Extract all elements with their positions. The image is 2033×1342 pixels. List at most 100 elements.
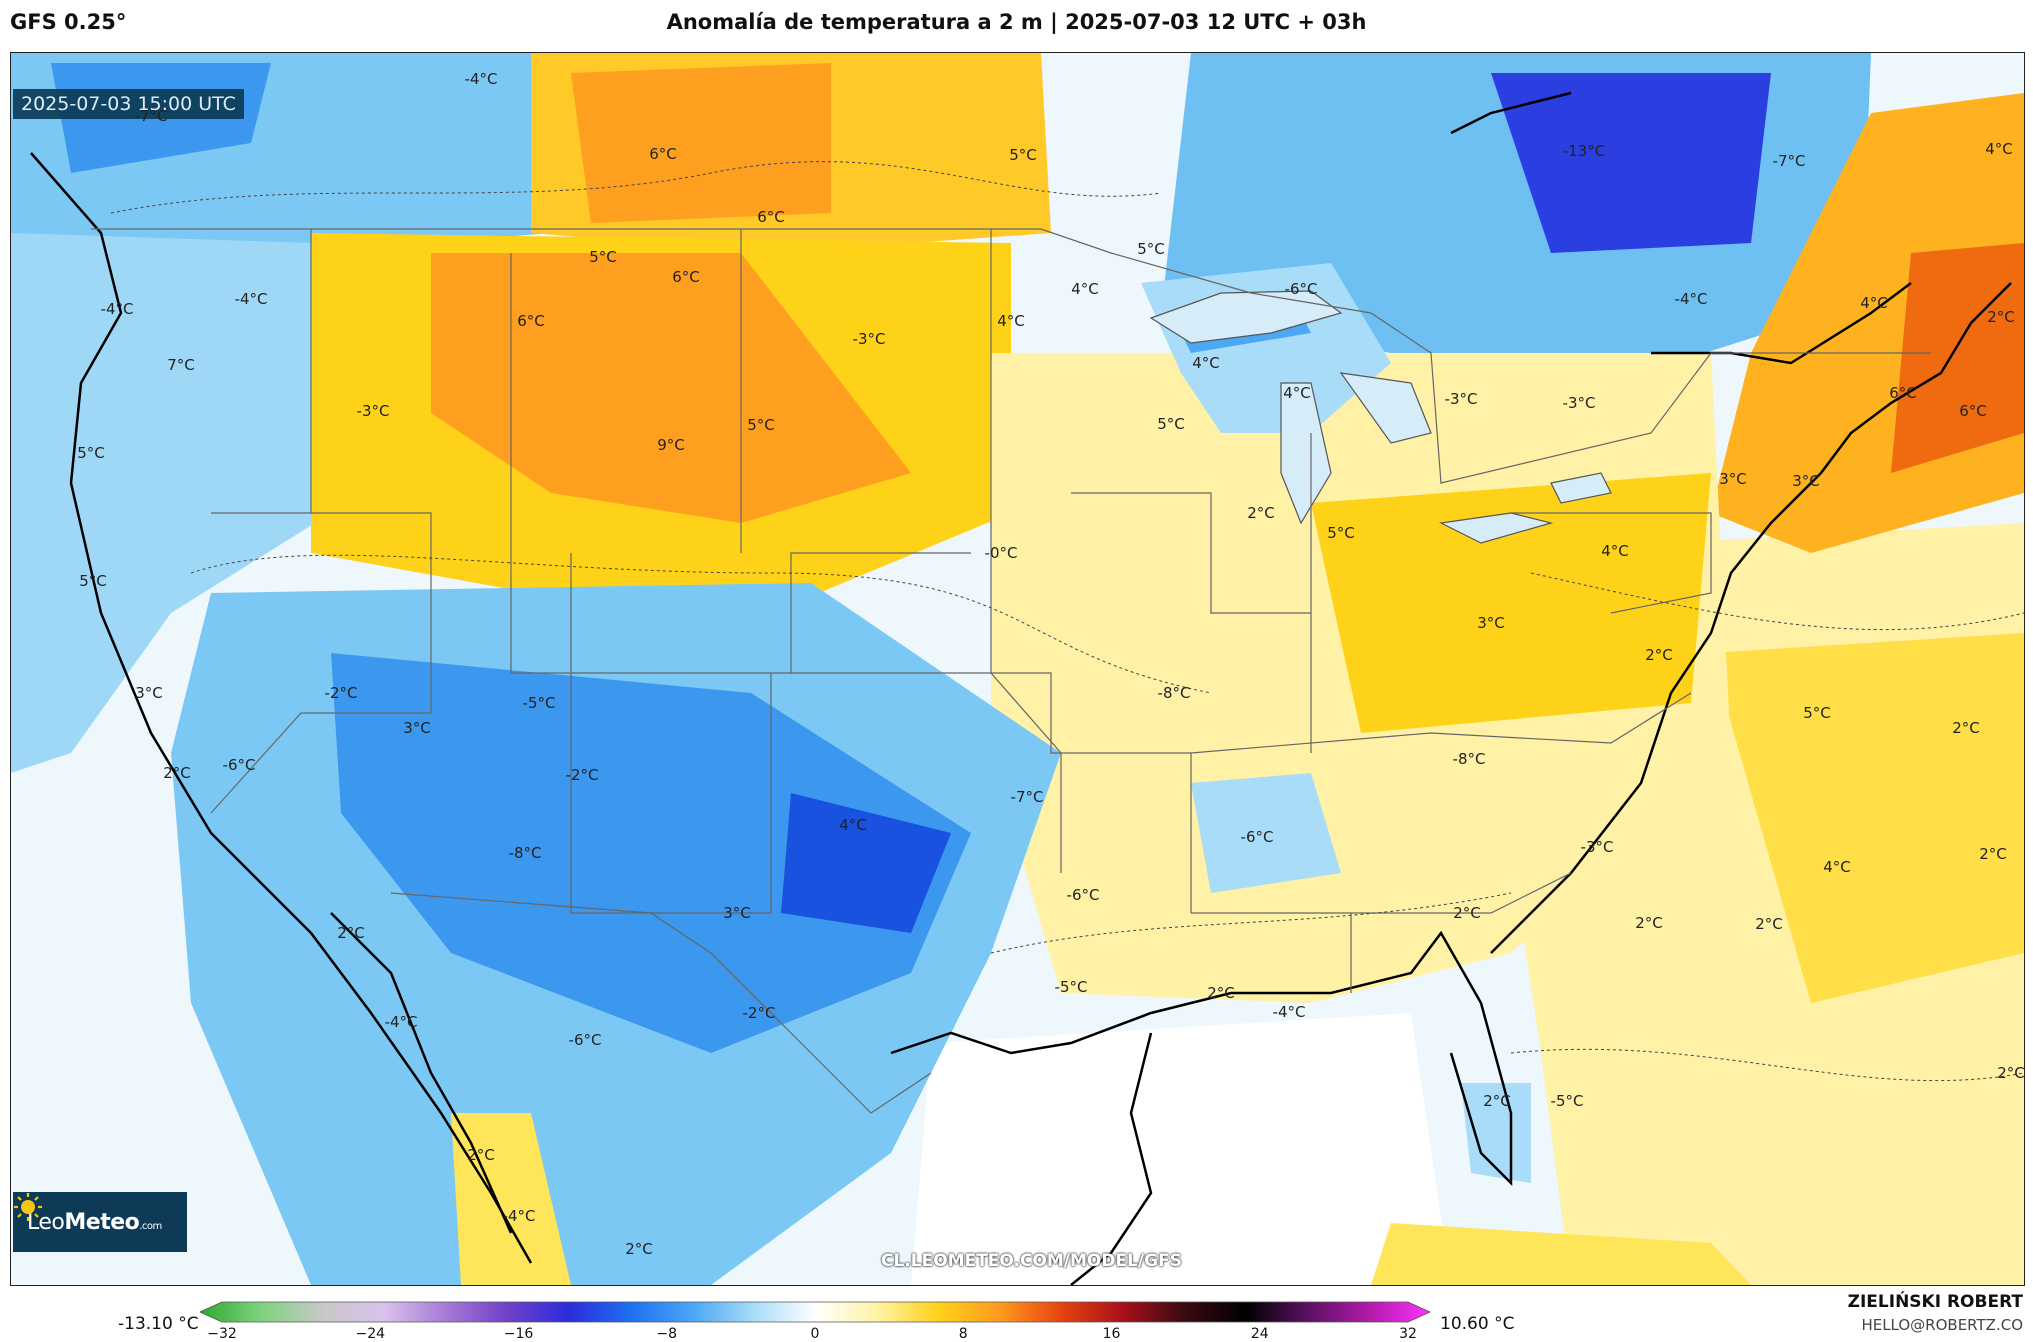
anomaly-label: 2°C (1987, 308, 2015, 326)
anomaly-label: 3°C (723, 904, 751, 922)
anomaly-label: 2°C (1997, 1064, 2025, 1082)
coastlines (30, 91, 2012, 1285)
color-legend: -13.10 °C −32 −24 −16 −8 0 8 16 24 32 10.60 °C (0, 1290, 2033, 1342)
anomaly-label: -7°C (1010, 788, 1044, 806)
valid-time-badge: 2025-07-03 15:00 UTC (13, 89, 244, 119)
anomaly-label: 4°C (1985, 140, 2013, 158)
map-canvas (11, 53, 2024, 1285)
anomaly-label: -8°C (1157, 684, 1191, 702)
anomaly-label: 5°C (1157, 415, 1185, 433)
anomaly-label: -4°C (1674, 290, 1708, 308)
anomaly-label: 3°C (1477, 614, 1505, 632)
mississippi-cold-patch (1191, 773, 1341, 893)
anomaly-label: -7°C (134, 107, 168, 125)
texas-cold-core (781, 793, 951, 933)
anomaly-label: 4°C (1860, 294, 1888, 312)
anomaly-label: 6°C (517, 312, 545, 330)
map-title: Anomalía de temperatura a 2 m | 2025-07-… (666, 10, 1367, 34)
legend-tick-label: −16 (503, 1326, 534, 1342)
legend-color-bar (200, 1301, 1430, 1323)
anomaly-label: -3°C (1444, 390, 1478, 408)
anomaly-label: 3°C (135, 684, 163, 702)
anomaly-label: 4°C (997, 312, 1025, 330)
author-email: HELLO@ROBERTZ.CO (1861, 1316, 2023, 1334)
anomaly-label: -2°C (324, 684, 358, 702)
anomaly-label: -8°C (1452, 750, 1486, 768)
northern-plains-warm-core (431, 253, 911, 523)
author-credit: ZIELIŃSKI ROBERT (1847, 1292, 2023, 1312)
leometeo-logo[interactable]: LeoMeteo.com (13, 1192, 187, 1252)
anomaly-label: 2°C (1453, 904, 1481, 922)
anomaly-label: -6°C (1284, 280, 1318, 298)
legend-tick-label: 24 (1250, 1326, 1269, 1342)
contours (110, 161, 2024, 1082)
anomaly-label: 2°C (467, 1146, 495, 1164)
anomaly-label: -2°C (565, 766, 599, 784)
anomaly-label: 2°C (1247, 504, 1275, 522)
anomaly-label: 9°C (657, 436, 685, 454)
legend-tick-label: 0 (810, 1326, 820, 1342)
anomaly-label: -4°C (384, 1013, 418, 1031)
legend-min-value: -13.10 °C (118, 1314, 199, 1334)
anomaly-label: 2°C (1635, 914, 1663, 932)
anomaly-label: 2°C (1755, 915, 1783, 933)
anomaly-label: -5°C (1550, 1092, 1584, 1110)
anomaly-label: -5°C (1054, 978, 1088, 996)
anomaly-label: 2°C (1952, 719, 1980, 737)
anomaly-label: -3°C (1562, 394, 1596, 412)
northeast-warm-core (1891, 243, 2024, 473)
baja-warm (451, 1113, 571, 1285)
anomaly-label: 5°C (747, 416, 775, 434)
atlantic-warm-core (1711, 633, 2024, 1003)
anomaly-label: 5°C (1009, 146, 1037, 164)
anomaly-label: 4°C (1283, 384, 1311, 402)
legend-tick-label: −8 (656, 1326, 678, 1342)
anomaly-label: 6°C (1959, 402, 1987, 420)
anomaly-label: 5°C (1137, 240, 1165, 258)
logo-brand-light: Leo (27, 1209, 65, 1235)
anomaly-label: 6°C (649, 145, 677, 163)
anomaly-label: -6°C (222, 756, 256, 774)
cuba-warm (1371, 1223, 1751, 1285)
anomaly-label: 6°C (757, 208, 785, 226)
anomaly-label: -2°C (742, 1004, 776, 1022)
anomaly-label: -5°C (522, 694, 556, 712)
anomaly-label: 5°C (77, 444, 105, 462)
temperature-anomaly-map[interactable]: 2025-07-03 15:00 UTC -4°C -7°C 6°C 6°C 5°C 5°… (10, 52, 2025, 1286)
anomaly-label: -4°C (464, 70, 498, 88)
anomaly-label: 5°C (1327, 524, 1355, 542)
anomaly-label: -4°C (502, 1207, 536, 1225)
anomaly-label: -7°C (1772, 152, 1806, 170)
anomaly-label: -3°C (852, 330, 886, 348)
legend-tick-label: 32 (1399, 1326, 1417, 1342)
anomaly-label: 4°C (1823, 858, 1851, 876)
anomaly-label: 2°C (337, 924, 365, 942)
anomaly-label: 4°C (1071, 280, 1099, 298)
ohio-valley-warm (1311, 473, 1711, 733)
legend-max-value: 10.60 °C (1440, 1314, 1515, 1334)
political-borders (91, 228, 1931, 1114)
logo-suffix: .com (139, 1220, 162, 1232)
anomaly-label: -8°C (508, 844, 542, 862)
anomaly-label: 5°C (589, 248, 617, 266)
anomaly-label: -4°C (100, 300, 134, 318)
anomaly-label: 6°C (1889, 384, 1917, 402)
sun-icon (14, 1193, 42, 1221)
anomaly-label: -6°C (1066, 886, 1100, 904)
anomaly-label: 2°C (625, 1240, 653, 1258)
anomaly-label: -6°C (1240, 828, 1274, 846)
anomaly-label: -4°C (1272, 1003, 1306, 1021)
legend-tick-label: −32 (207, 1326, 237, 1342)
anomaly-label: 5°C (79, 572, 107, 590)
anomaly-label: 6°C (672, 268, 700, 286)
source-watermark: CL.LEOMETEO.COM/MODEL/GFS (881, 1251, 1182, 1271)
anomaly-label: 4°C (839, 816, 867, 834)
anomaly-label: 2°C (163, 764, 191, 782)
anomaly-label: 3°C (1719, 470, 1747, 488)
anomaly-label: 2°C (1645, 646, 1673, 664)
logo-text: LeoMeteo.com (27, 1210, 162, 1235)
legend-tick-label: −24 (355, 1326, 386, 1342)
canada-central-warm-core (571, 63, 831, 223)
anomaly-label: -13°C (1562, 142, 1606, 160)
anomaly-label: 7°C (167, 356, 195, 374)
